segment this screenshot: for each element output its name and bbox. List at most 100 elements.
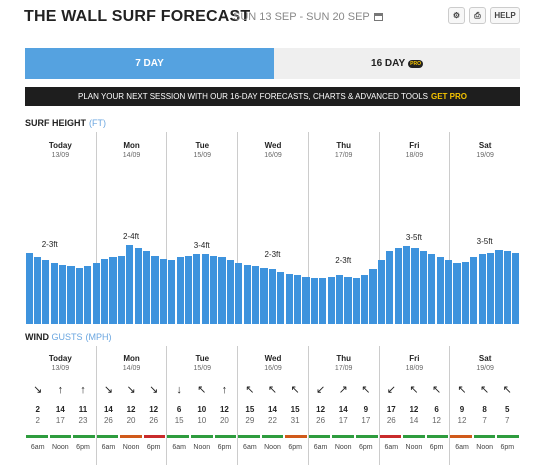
surf-day-column[interactable]: Sat 19/09 [449, 132, 520, 324]
time-label: Noon [264, 444, 281, 451]
surf-bar [159, 258, 167, 324]
wind-speed: 9 [363, 405, 369, 414]
wind-rating-bar [450, 435, 472, 438]
day-name: Wed [264, 141, 282, 150]
wind-direction-arrow-icon: ↗ [338, 384, 348, 396]
wind-gust: 10 [197, 416, 207, 425]
surf-day-column[interactable]: Fri 18/09 [378, 132, 450, 324]
time-label: 6pm [76, 444, 90, 451]
wind-direction-arrow-icon: ↖ [409, 384, 419, 396]
surf-day-column[interactable]: Thu 17/09 [307, 132, 379, 324]
surf-bar [92, 263, 100, 324]
wind-day-column[interactable]: Tue 15/09 [166, 346, 237, 465]
help-button[interactable]: HELP [490, 7, 520, 24]
surf-bar [470, 257, 478, 324]
wind-rating-bar [356, 435, 378, 438]
surf-day-column[interactable]: Today 13/09 [25, 132, 96, 324]
day-date: 17/09 [334, 152, 353, 159]
wind-speed: 14 [103, 405, 113, 414]
surf-bar [277, 272, 285, 324]
wind-gust: 14 [409, 416, 419, 425]
surf-bar [486, 252, 495, 324]
wind-direction-arrow-icon: ↖ [290, 384, 300, 396]
settings-button[interactable]: ⚙ [448, 7, 465, 24]
day-name: Sat [478, 141, 492, 150]
wind-direction-arrow-icon: ↖ [361, 384, 371, 396]
surf-bar [369, 269, 377, 324]
wind-direction-arrow-icon: ↖ [457, 384, 467, 396]
day-name: Today [48, 354, 72, 363]
surf-bar [126, 244, 134, 324]
wind-speed: 2 [35, 405, 40, 414]
promo-banner[interactable]: PLAN YOUR NEXT SESSION WITH OUR 16-DAY F… [25, 87, 520, 106]
time-label: 6am [30, 444, 45, 451]
day-name: Thu [336, 354, 352, 363]
wind-rating-bar [426, 435, 449, 438]
wind-direction-arrow-icon: ↙ [315, 384, 326, 396]
print-button[interactable]: ⎙ [469, 7, 486, 24]
calendar-icon[interactable] [373, 13, 383, 21]
wind-gust: 26 [149, 416, 159, 425]
surf-bar [461, 261, 469, 324]
day-date: 14/09 [122, 152, 141, 159]
wind-gust: 15 [174, 416, 184, 425]
wind-rating-bar [73, 435, 95, 438]
surf-bar [184, 255, 193, 324]
wind-rating-bar [143, 435, 166, 438]
surf-bar [411, 248, 419, 324]
tab-16-day[interactable]: 16 DAY PRO [274, 48, 520, 79]
wind-gust: 12 [457, 416, 467, 425]
surf-day-column[interactable]: Mon 14/09 [95, 132, 167, 324]
wind-direction-arrow-icon: ↖ [502, 384, 512, 396]
surf-day-column[interactable]: Tue 15/09 [166, 132, 237, 324]
surf-height-label: 3-4ft [193, 241, 210, 251]
wind-speed: 17 [386, 405, 396, 414]
surf-bar [436, 257, 444, 324]
wind-speed: 14 [338, 405, 348, 414]
wind-gust: 31 [290, 416, 300, 425]
surf-bar [268, 269, 276, 324]
day-name: Wed [264, 354, 282, 363]
surf-bar [42, 260, 50, 324]
wind-speed: 9 [459, 405, 465, 414]
wind-gust: 17 [55, 416, 65, 425]
tab-7-day[interactable]: 7 DAY [25, 48, 274, 79]
surf-bar [419, 251, 427, 324]
wind-direction-arrow-icon: ↘ [149, 384, 159, 396]
day-name: Fri [409, 141, 420, 150]
surf-bar [142, 251, 151, 324]
day-name: Today [48, 141, 72, 150]
surf-bar [50, 263, 58, 324]
day-name: Thu [336, 141, 352, 150]
surf-bar [344, 276, 352, 324]
day-name: Fri [409, 354, 420, 363]
surf-day-column[interactable]: Wed 16/09 [237, 132, 308, 324]
page-title: THE WALL SURF FORECAST [24, 8, 251, 25]
get-pro-link[interactable]: GET PRO [431, 92, 468, 101]
wind-speed: 14 [55, 405, 65, 414]
wind-speed: 15 [245, 405, 255, 414]
surf-bar [210, 255, 218, 324]
wind-direction-arrow-icon: ↑ [57, 384, 64, 396]
wind-day-column[interactable]: Today 13/09 [25, 346, 96, 465]
wind-gust: 22 [268, 416, 277, 425]
surf-bar [495, 249, 503, 324]
wind-rating-bar [167, 435, 189, 438]
wind-day-column[interactable]: Sat 19/09 [449, 346, 520, 465]
wind-rating-bar [285, 435, 307, 438]
wind-rating-bar [26, 435, 48, 438]
wind-day-column[interactable]: Fri 18/09 [378, 346, 450, 465]
surf-bar [117, 255, 125, 324]
surf-bar [503, 251, 511, 324]
surf-height-label: 2-3ft [41, 239, 58, 249]
wind-day-column[interactable]: Wed 16/09 [237, 346, 308, 465]
wind-gust: 26 [103, 416, 113, 425]
pro-badge: PRO [408, 59, 423, 68]
surf-height-chart: Today 13/09 Mon 14/09 Tue 15/09 Wed 16/09 Thu 17/… [25, 132, 520, 324]
wind-rating-bar [261, 435, 284, 438]
wind-speed: 12 [219, 405, 229, 414]
wind-day-column[interactable]: Mon 14/09 [95, 346, 167, 465]
wind-day-column[interactable]: Thu 17/09 [307, 346, 379, 465]
surf-bar [327, 276, 335, 324]
time-label: 6pm [359, 444, 373, 451]
